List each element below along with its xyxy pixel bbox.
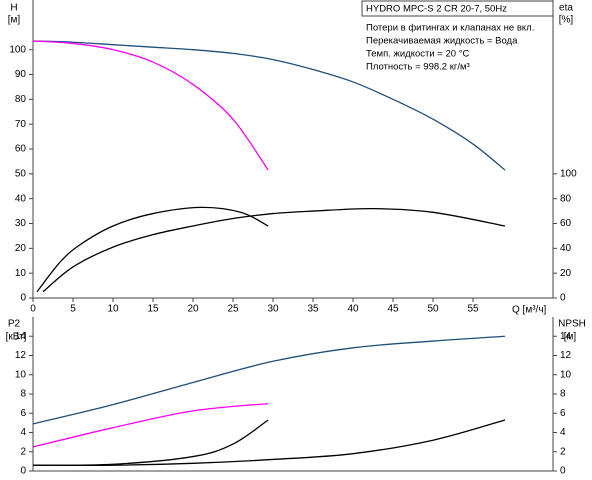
y2-tick-label: 10: [560, 369, 572, 380]
y-tick-label: 50: [15, 168, 27, 179]
y2-tick-label: 0: [560, 293, 566, 304]
y-tick-label: 0: [20, 466, 26, 477]
y2-tick-label: 60: [560, 218, 572, 229]
curve: [32, 402, 269, 448]
chart-title: HYDRO MPC-S 2 CR 20-7, 50Hz: [366, 4, 507, 15]
annotation: Темп. жидкости = 20 °C: [366, 49, 469, 60]
y2-tick-label: 20: [560, 268, 572, 279]
y-tick-label: 14: [15, 331, 27, 342]
annotation: Перекачиваемая жидкость = Вода: [366, 36, 518, 47]
curve: [42, 207, 506, 293]
y-tick-label: 0: [20, 293, 26, 304]
y-tick-label: 2: [20, 446, 26, 457]
curve: [36, 206, 269, 293]
x-tick-label: 5: [70, 304, 76, 315]
x-tick-label: 0: [30, 304, 36, 315]
y2-tick-label: 100: [560, 168, 577, 179]
y-tick-label: 40: [15, 193, 27, 204]
y-tick-label: 30: [15, 218, 27, 229]
y2-tick-label: 14: [560, 331, 572, 342]
y-tick-label: 100: [9, 44, 26, 55]
x-axis-label: Q [м³/ч]: [512, 305, 547, 316]
annotation: Плотность = 998.2 кг/м³: [366, 62, 470, 73]
y-tick-label: 10: [15, 369, 27, 380]
y2-tick-label: 4: [560, 427, 566, 438]
y2-tick-label: 8: [560, 389, 566, 400]
y-tick-label: 80: [15, 94, 27, 105]
y2-axis-label: eta: [559, 3, 573, 14]
y-tick-label: 4: [20, 427, 26, 438]
y2-tick-label: 12: [560, 350, 572, 361]
y-tick-label: 6: [20, 408, 26, 419]
x-tick-label: 55: [467, 304, 479, 315]
y-axis-unit: [м]: [8, 15, 21, 26]
x-tick-label: 40: [347, 304, 359, 315]
x-tick-label: 15: [147, 304, 159, 315]
y-tick-label: 10: [15, 268, 27, 279]
x-tick-label: 25: [227, 304, 239, 315]
x-tick-label: 20: [187, 304, 199, 315]
y2-tick-label: 0: [560, 466, 566, 477]
x-tick-label: 10: [107, 304, 119, 315]
y-tick-label: 8: [20, 389, 26, 400]
x-tick-label: 35: [307, 304, 319, 315]
y2-tick-label: 80: [560, 193, 572, 204]
y2-tick-label: 6: [560, 408, 566, 419]
curve: [32, 40, 269, 171]
x-tick-label: 30: [267, 304, 279, 315]
x-tick-label: 50: [427, 304, 439, 315]
y-axis-label: H: [10, 3, 17, 14]
y-tick-label: 70: [15, 119, 27, 130]
annotation: Потери в фитингах и клапанах не вкл.: [366, 23, 534, 34]
y-axis-label: P2: [8, 319, 21, 330]
y-axis-unit: [кВт]: [6, 332, 27, 343]
y2-axis-unit: [%]: [559, 15, 574, 26]
y-tick-label: 60: [15, 144, 27, 155]
y-tick-label: 90: [15, 69, 27, 80]
y2-axis-label: NPSH: [558, 319, 586, 330]
y-tick-label: 20: [15, 243, 27, 254]
curve: [32, 419, 506, 467]
x-tick-label: 45: [387, 304, 399, 315]
y2-axis-unit: [м]: [564, 332, 577, 343]
y2-tick-label: 40: [560, 243, 572, 254]
y-tick-label: 12: [15, 350, 27, 361]
curve: [32, 40, 506, 171]
curve: [32, 335, 506, 425]
y2-tick-label: 2: [560, 446, 566, 457]
